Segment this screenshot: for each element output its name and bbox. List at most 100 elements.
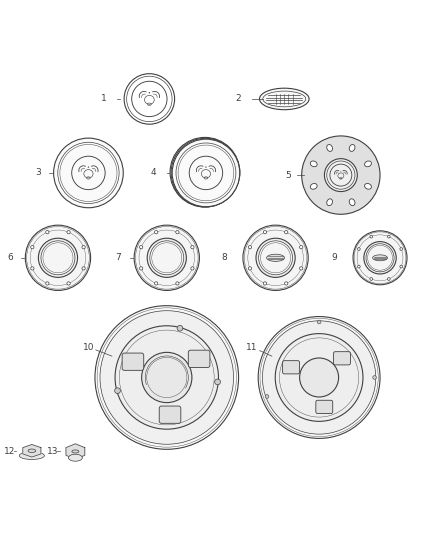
Circle shape [172, 139, 240, 207]
Circle shape [100, 311, 233, 445]
Ellipse shape [327, 144, 332, 151]
Circle shape [147, 238, 186, 277]
Circle shape [88, 166, 89, 168]
Circle shape [370, 235, 373, 238]
Circle shape [148, 92, 150, 93]
FancyBboxPatch shape [316, 400, 333, 414]
Circle shape [364, 241, 396, 274]
Circle shape [215, 379, 220, 385]
Ellipse shape [310, 183, 317, 189]
Ellipse shape [310, 161, 317, 167]
Circle shape [39, 238, 78, 277]
Circle shape [262, 321, 376, 434]
Circle shape [275, 334, 363, 422]
Ellipse shape [72, 450, 79, 453]
FancyBboxPatch shape [333, 352, 350, 365]
Circle shape [388, 278, 390, 280]
Circle shape [300, 358, 339, 397]
Circle shape [46, 231, 49, 234]
Circle shape [317, 320, 321, 324]
Circle shape [46, 282, 49, 285]
Circle shape [57, 253, 58, 254]
Text: 5: 5 [286, 171, 292, 180]
Text: 13: 13 [47, 447, 59, 456]
Ellipse shape [28, 449, 35, 453]
Text: 6: 6 [7, 253, 13, 262]
Circle shape [370, 278, 373, 280]
Circle shape [285, 282, 288, 285]
Text: 2: 2 [236, 94, 241, 103]
Ellipse shape [349, 144, 355, 151]
Circle shape [340, 171, 341, 172]
Text: 10: 10 [83, 343, 94, 352]
Text: 4: 4 [151, 168, 156, 177]
Circle shape [82, 246, 85, 249]
Ellipse shape [327, 199, 332, 206]
Circle shape [155, 231, 158, 234]
Circle shape [388, 235, 390, 238]
Ellipse shape [364, 183, 371, 189]
Circle shape [41, 241, 75, 275]
Circle shape [95, 305, 239, 449]
Polygon shape [23, 445, 41, 457]
Circle shape [166, 253, 167, 254]
Ellipse shape [373, 255, 388, 261]
Circle shape [205, 166, 207, 168]
Circle shape [67, 231, 70, 234]
Circle shape [155, 282, 158, 285]
Circle shape [171, 138, 240, 207]
Circle shape [263, 282, 267, 285]
FancyBboxPatch shape [283, 361, 300, 374]
Text: 11: 11 [246, 343, 258, 352]
Ellipse shape [364, 161, 371, 167]
Circle shape [400, 265, 403, 268]
Circle shape [115, 326, 219, 429]
Circle shape [141, 352, 192, 402]
Circle shape [400, 248, 403, 251]
FancyBboxPatch shape [122, 353, 144, 370]
Polygon shape [66, 444, 85, 459]
Circle shape [134, 225, 199, 290]
Ellipse shape [259, 88, 309, 110]
Circle shape [82, 267, 85, 270]
Circle shape [256, 238, 295, 277]
Circle shape [176, 282, 179, 285]
Circle shape [191, 267, 194, 270]
Ellipse shape [68, 454, 82, 461]
Circle shape [357, 248, 360, 251]
Circle shape [353, 231, 407, 285]
Text: 1: 1 [101, 94, 106, 103]
Circle shape [263, 231, 267, 234]
Circle shape [25, 225, 91, 290]
Circle shape [31, 246, 34, 249]
Circle shape [170, 138, 240, 207]
Text: 7: 7 [115, 253, 121, 262]
Circle shape [265, 394, 269, 398]
Circle shape [243, 225, 308, 290]
Circle shape [325, 159, 357, 191]
Circle shape [258, 317, 380, 439]
Circle shape [300, 246, 303, 249]
Ellipse shape [267, 254, 285, 261]
Circle shape [177, 325, 183, 331]
Circle shape [140, 267, 143, 270]
Text: 12: 12 [4, 447, 15, 456]
Circle shape [248, 246, 251, 249]
Circle shape [366, 244, 394, 272]
Circle shape [357, 265, 360, 268]
Text: 9: 9 [332, 253, 337, 262]
Circle shape [302, 136, 380, 214]
Circle shape [285, 231, 288, 234]
Circle shape [258, 241, 293, 275]
Circle shape [115, 388, 120, 393]
Circle shape [140, 246, 143, 249]
Circle shape [373, 376, 376, 379]
FancyBboxPatch shape [188, 350, 210, 367]
Circle shape [176, 231, 179, 234]
Circle shape [191, 246, 194, 249]
Text: 3: 3 [35, 168, 41, 177]
Ellipse shape [19, 452, 44, 459]
Circle shape [53, 138, 123, 208]
Circle shape [150, 241, 184, 275]
Ellipse shape [349, 199, 355, 206]
